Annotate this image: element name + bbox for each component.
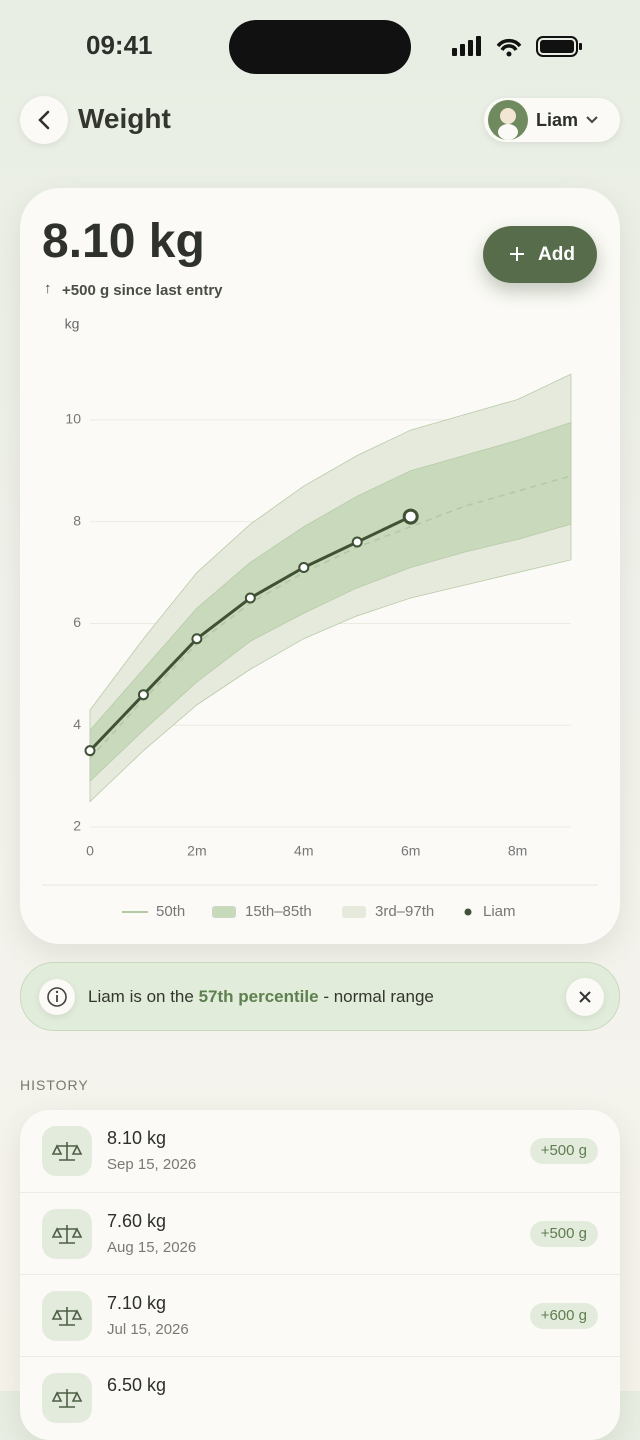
add-label: Add [538,244,575,265]
percentile-banner: Liam is on the 57th percentile - normal … [20,962,620,1031]
entry-date: Sep 15, 2026 [107,1156,197,1173]
legend-label: Liam [483,903,516,920]
entry-date: Jul 15, 2026 [107,1321,189,1338]
entry-change: +500 g [529,1221,598,1247]
history-row[interactable]: 6.50 kg [20,1356,620,1439]
chart-card: 8.10 kg ↑ +500 g since last entry Add kg… [20,188,620,944]
entry-weight: 6.50 kg [107,1375,167,1395]
scale-glyph [51,1389,83,1408]
legend-swatch [212,906,236,918]
legend-label: 50th [156,903,185,920]
banner-prefix: Liam is on the [88,987,194,1006]
scale-icon [42,1373,92,1423]
scale-glyph [51,1142,83,1161]
history-row[interactable]: 7.10 kg Jul 15, 2026 +600 g [20,1274,620,1357]
legend-swatch [342,906,366,918]
profile-name: Liam [536,110,579,130]
scale-glyph [51,1307,83,1326]
scale-icon [42,1126,92,1176]
y-tick-label: 6 [73,614,81,630]
entry-weight: 8.10 kg [107,1128,167,1148]
avatar-icon [498,108,518,140]
entry-change: +500 g [529,1138,598,1164]
info-glyph [47,987,67,1007]
legend-label: 3rd–97th [375,903,434,920]
x-tick-label: 6m [401,843,420,859]
legend-dot [464,908,472,916]
status-icons [452,36,582,57]
x-tick-label: 4m [294,843,313,859]
scale-icon [42,1291,92,1341]
history-row[interactable]: 8.10 kg Sep 15, 2026 +500 g [20,1110,620,1192]
y-tick-label: 8 [73,512,81,528]
entry-weight: 7.60 kg [107,1211,167,1231]
info-icon [39,979,75,1015]
add-button[interactable]: Add [483,226,597,283]
legend-label: 15th–85th [245,903,312,920]
history-heading: HISTORY [20,1077,89,1093]
change-arrow: ↑ [44,280,52,297]
back-icon [38,110,50,130]
chevron-down [586,116,598,124]
banner-text: Liam is on the 57th percentile - normal … [88,987,434,1007]
scale-icon [42,1209,92,1259]
x-tick-label: 8m [508,843,527,859]
back-button[interactable] [20,96,68,144]
plus-icon [510,247,524,261]
y-tick-label: 4 [73,716,81,732]
y-tick-label: 2 [73,818,81,834]
data-point [244,592,256,604]
entry-date: Aug 15, 2026 [107,1239,197,1256]
banner-highlight: 57th percentile [198,987,319,1006]
page-title: Weight [78,103,171,134]
data-point [84,745,96,757]
profile-selector[interactable]: Liam [484,98,620,142]
entry-weight: 7.10 kg [107,1293,167,1313]
x-tick-label: 2m [187,843,206,859]
status-time: 09:41 [86,30,153,60]
data-point [137,689,149,701]
banner-suffix: - normal range [323,987,434,1006]
close-icon [579,991,591,1003]
data-point [402,508,419,525]
avatar [488,100,528,140]
history-row[interactable]: 7.60 kg Aug 15, 2026 +500 g [20,1192,620,1275]
dismiss-button[interactable] [566,978,604,1016]
data-point [351,536,363,548]
data-point [191,633,203,645]
chart: kg 2 4 6 8 10 0 2m 4m 6m 8m 50th 15th–85th 3rd–97th L… [42,316,598,920]
change-text: +500 g since last entry [62,282,223,299]
data-point [298,561,310,573]
y-tick-label: 10 [65,411,81,427]
history-list: 8.10 kg Sep 15, 2026 +500 g 7.60 kg Aug 15, … [20,1110,620,1440]
entry-change: +600 g [529,1303,598,1329]
current-weight: 8.10 kg [42,215,205,268]
dynamic-island [229,20,411,74]
x-tick-label: 0 [86,843,94,859]
y-axis-label: kg [65,316,80,332]
scale-glyph [51,1225,83,1244]
median-line [89,475,572,759]
